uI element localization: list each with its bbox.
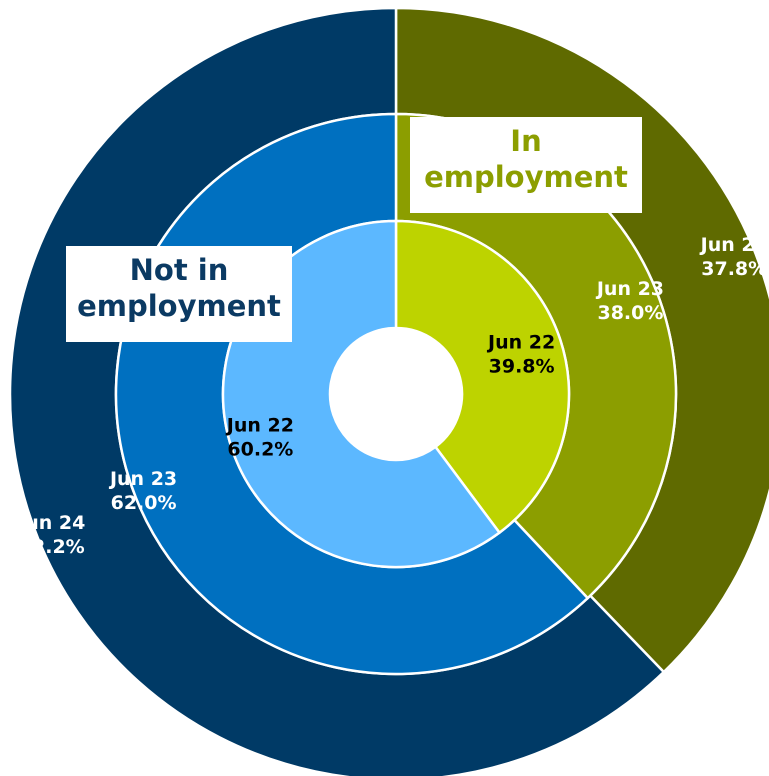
label-in-employment-jun-23-period: Jun 23 — [595, 278, 664, 300]
label-not-in-employment-jun-22-period: Jun 22 — [225, 415, 294, 437]
label-not-in-employment-jun-22-value: 60.2% — [227, 439, 293, 461]
label-not-in-employment-jun-24-period: Jun 24 — [16, 512, 85, 534]
label-in-employment-jun-24-value: 37.8% — [701, 258, 767, 280]
legend-in-line2: employment — [424, 160, 628, 194]
slice-in-employment-jun-22 — [394, 219, 571, 535]
label-not-in-employment-jun-23-period: Jun 23 — [108, 468, 177, 490]
legend-out-line2: employment — [77, 289, 281, 323]
slice-not-in-employment-jun-22 — [221, 219, 502, 569]
legend-in-employment: In employment — [410, 117, 642, 213]
label-not-in-employment-jun-24-value: 62.2% — [19, 536, 85, 558]
label-in-employment-jun-24-period: Jun 24 — [699, 234, 768, 256]
label-not-in-employment-jun-23-value: 62.0% — [111, 492, 177, 514]
legend-in-line1: In — [510, 124, 542, 158]
legend-out-line1: Not in — [129, 253, 229, 287]
label-in-employment-jun-22-period: Jun 22 — [486, 331, 555, 353]
label-in-employment-jun-23-value: 38.0% — [597, 302, 663, 324]
label-in-employment-jun-22-value: 39.8% — [489, 355, 555, 377]
legend-not-in-employment: Not in employment — [66, 246, 292, 342]
